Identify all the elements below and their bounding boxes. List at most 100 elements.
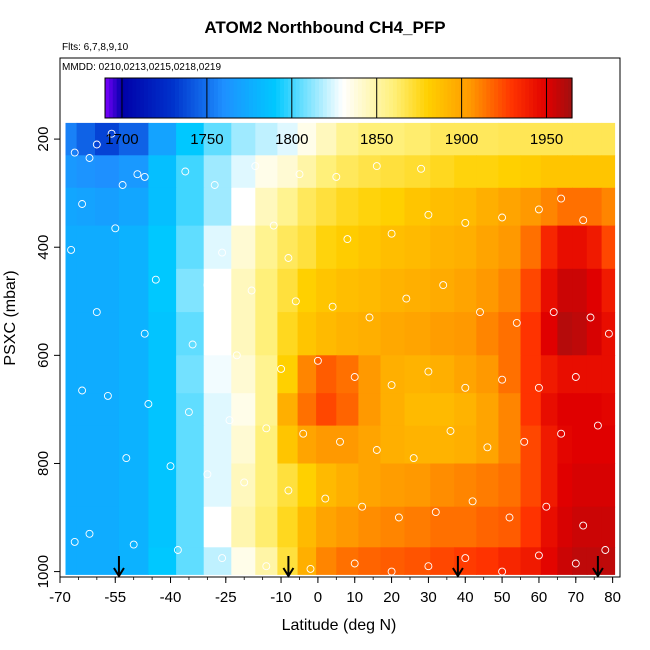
curtain-cell (572, 393, 588, 427)
curtain-cell (572, 312, 588, 356)
curtain-cell (336, 268, 359, 313)
x-tick-label: 80 (604, 589, 621, 606)
curtain-cell (95, 225, 120, 270)
sample-point (350, 373, 359, 381)
colorbar-segment (315, 78, 320, 118)
curtain-cell (498, 312, 522, 356)
curtain-cell (76, 155, 96, 189)
curtain-cell (231, 122, 256, 156)
curtain-cell (203, 393, 232, 427)
y-axis-label: PSXC (mbar) (2, 270, 19, 365)
curtain-cell (404, 225, 431, 270)
colorbar-segment (276, 78, 281, 118)
curtain-cell (358, 393, 382, 427)
sample-point (409, 454, 418, 463)
curtain-cell (454, 312, 477, 356)
colorbar-segment (140, 78, 145, 118)
colorbar-segment (198, 78, 203, 118)
curtain-cell (358, 547, 382, 575)
curtain-cell (231, 155, 256, 189)
curtain-cell (430, 393, 455, 427)
colorbar-segment (245, 78, 250, 118)
sample-point (579, 216, 588, 225)
sample-point (402, 294, 411, 303)
colorbar-segment (194, 78, 199, 118)
curtain-cell (76, 506, 96, 548)
curtain-cell (65, 268, 78, 313)
curtain-cell (540, 425, 558, 464)
colorbar-segment (295, 78, 301, 118)
curtain-cell (277, 355, 299, 394)
curtain-cell (336, 506, 359, 548)
curtain-cell (336, 393, 359, 427)
curtain-cell (358, 268, 382, 313)
y-tick-label: 200 (35, 127, 52, 152)
colorbar-segment (186, 78, 192, 118)
curtain-cell (476, 268, 499, 313)
curtain-cell (476, 506, 499, 548)
colorbar-segment (470, 78, 476, 118)
curtain-cell (601, 463, 616, 508)
colorbar-segment (151, 78, 157, 118)
curtain-cell (148, 463, 177, 508)
colorbar-segment (229, 78, 235, 118)
curtain-cell (65, 225, 78, 270)
curtain-cell (540, 547, 558, 575)
y-tick-label: 400 (35, 235, 52, 260)
x-tick-label: 0 (314, 589, 322, 606)
sample-point (181, 167, 190, 176)
colorbar-segment (147, 78, 153, 118)
colorbar-segment (560, 78, 565, 118)
curtain-cell (176, 312, 205, 356)
curtain-cell (277, 225, 299, 270)
curtain-cell (118, 268, 149, 313)
colorbar-tick-label: 1850 (360, 131, 393, 148)
colorbar-segment (548, 78, 554, 118)
curtain-cell (255, 268, 278, 313)
curtain-cell (255, 187, 278, 227)
sample-point (328, 302, 337, 311)
curtain-cell (380, 312, 405, 356)
curtain-cell (380, 155, 405, 189)
curtain-cell (297, 225, 317, 270)
curtain-cell (454, 425, 477, 464)
sample-point (557, 194, 566, 203)
colorbar-segment (225, 78, 231, 118)
curtain-cell (95, 393, 120, 427)
sample-point (284, 486, 293, 495)
sample-point (262, 424, 271, 433)
sample-point (498, 375, 507, 384)
curtain-cell (572, 155, 588, 189)
sample-point (439, 281, 448, 290)
curtain-cell (557, 393, 573, 427)
flight-marker-arrowhead (452, 567, 464, 578)
curtain-cell (297, 312, 317, 356)
colorbar-segment (268, 78, 273, 118)
sample-point (218, 554, 227, 563)
curtain-cell (601, 268, 616, 313)
sample-point (291, 297, 300, 306)
sample-point (461, 383, 470, 392)
curtain-cell (358, 355, 382, 394)
curtain-cell (476, 547, 499, 575)
curtain-cell (586, 122, 603, 156)
curtain-cell (231, 547, 256, 575)
x-tick-label: 20 (383, 589, 400, 606)
colorbar-segment (369, 78, 375, 118)
sample-point (240, 478, 249, 487)
sample-point (332, 172, 341, 181)
colorbar-segment (536, 78, 542, 118)
colorbar-segment (490, 78, 495, 118)
curtain-cell (336, 355, 359, 394)
curtain-cell (520, 355, 542, 394)
plot-frame (59, 57, 621, 578)
curtain-cell (404, 425, 431, 464)
curtain-cell (255, 506, 278, 548)
colorbar-segment (213, 78, 219, 118)
colorbar-segment (509, 78, 515, 118)
flight-marker-arrowhead (592, 567, 604, 578)
sample-point (372, 162, 381, 171)
curtain-cell (557, 463, 573, 508)
curtain-cell (557, 187, 573, 227)
curtain-cell (430, 547, 455, 575)
